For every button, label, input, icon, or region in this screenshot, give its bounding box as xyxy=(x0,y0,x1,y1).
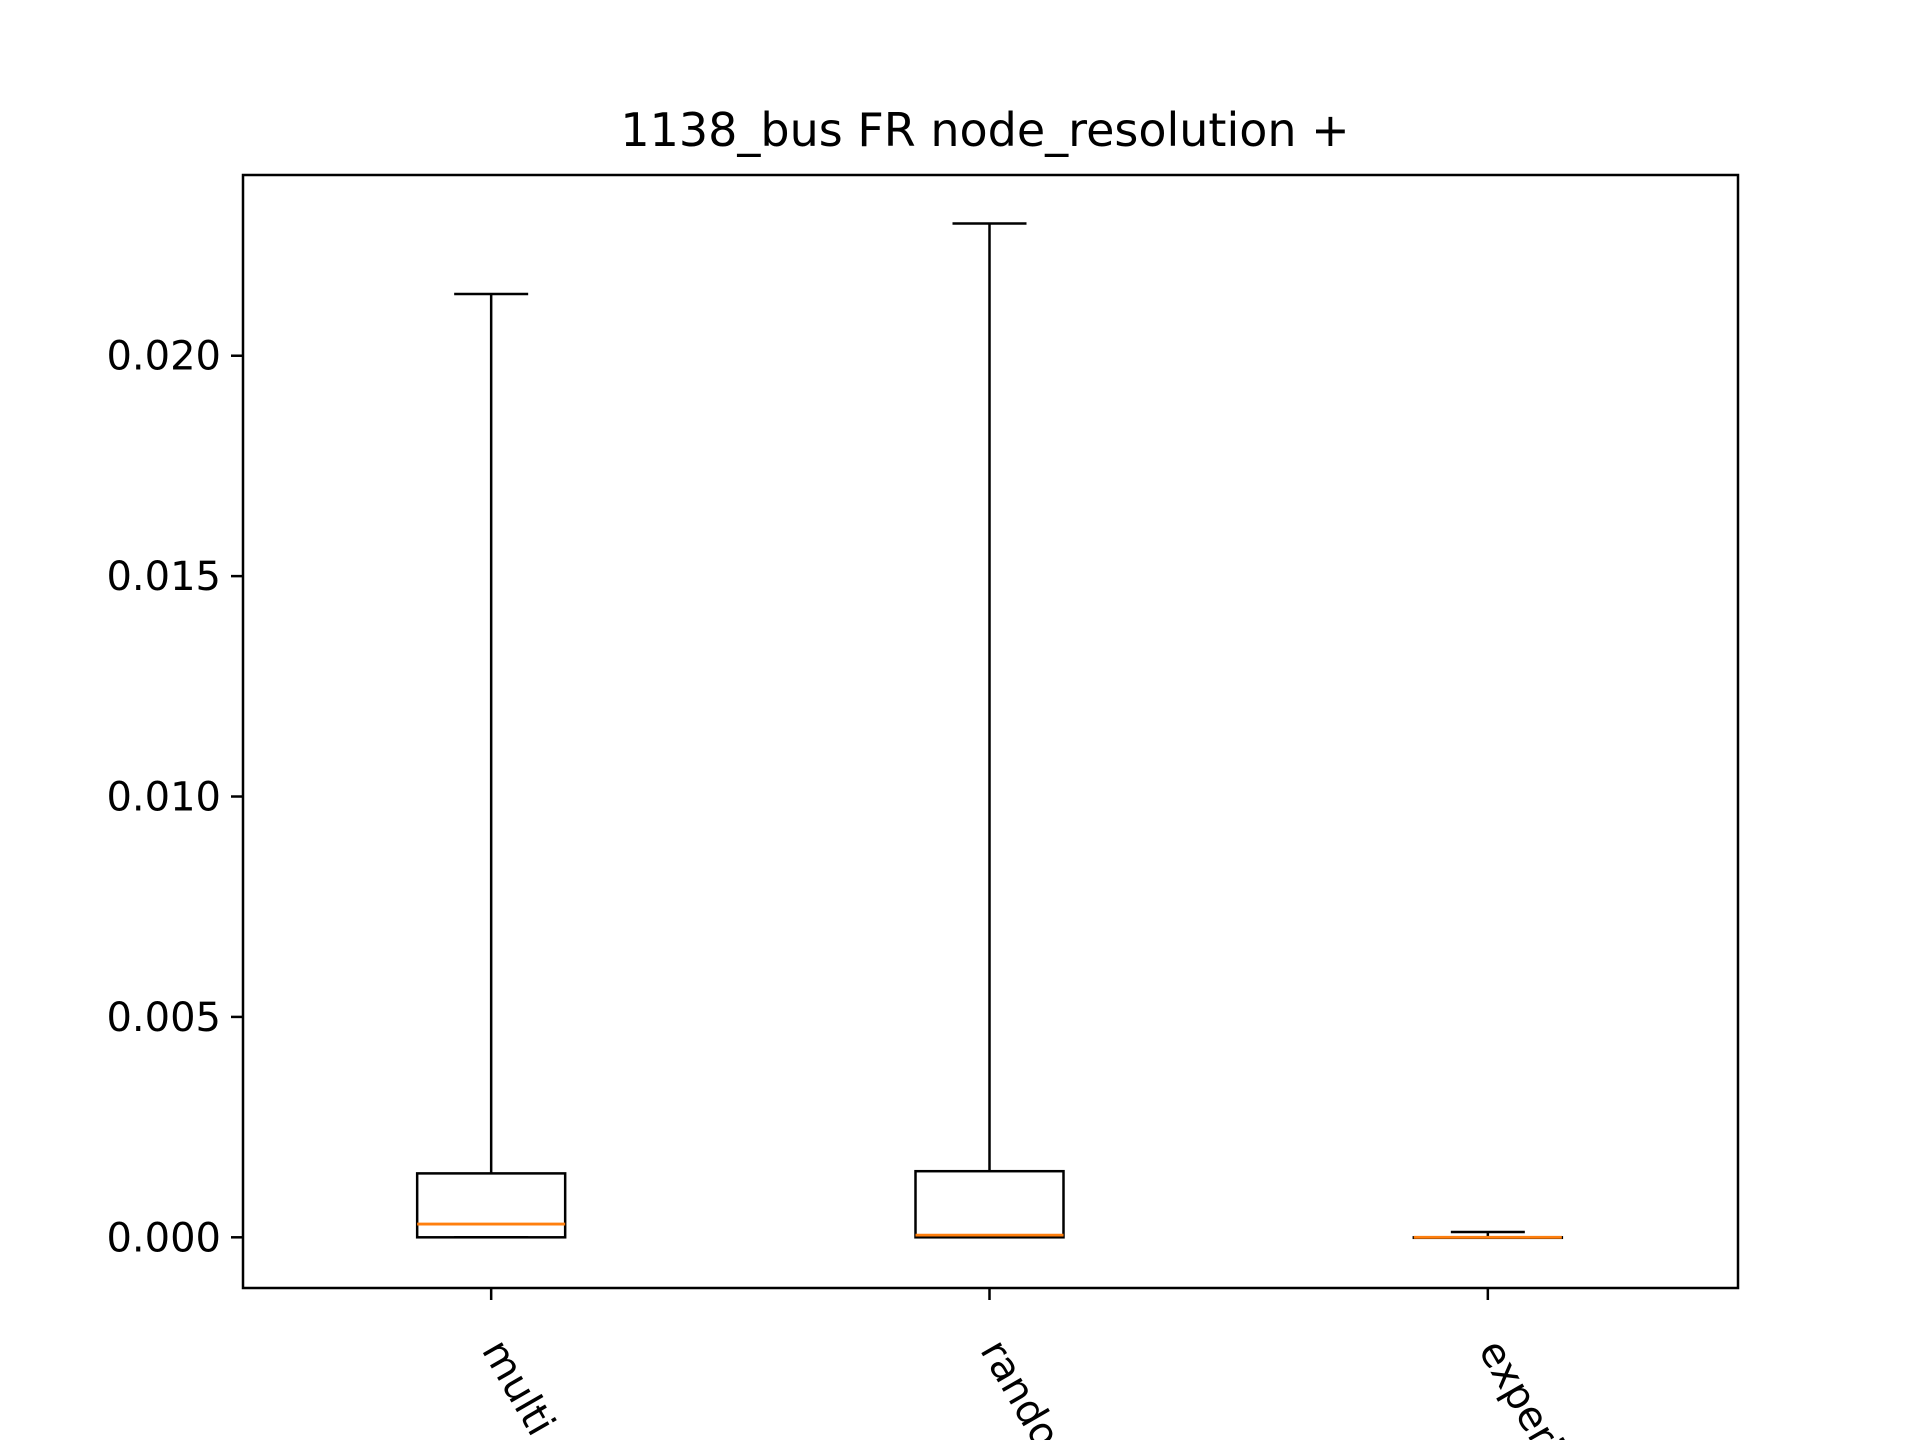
plot-area-frame xyxy=(241,173,1740,1290)
y-tick-label: 0.000 xyxy=(106,1215,221,1261)
boxes-group xyxy=(415,222,1564,1240)
y-tick-label: 0.015 xyxy=(106,554,221,600)
y-tick-label: 0.020 xyxy=(106,334,221,380)
y-tick-label: 0.005 xyxy=(106,995,221,1041)
chart-title: 1138_bus FR node_resolution + xyxy=(620,103,1349,157)
box-multi_o xyxy=(415,292,567,1239)
box-body xyxy=(415,1172,567,1239)
box-body xyxy=(914,1169,1065,1239)
y-axis: 0.000 0.005 0.010 0.015 0.020 xyxy=(106,334,243,1261)
box-random xyxy=(914,222,1065,1239)
y-tick-label: 0.010 xyxy=(106,775,221,821)
box-experie xyxy=(1412,1230,1564,1240)
